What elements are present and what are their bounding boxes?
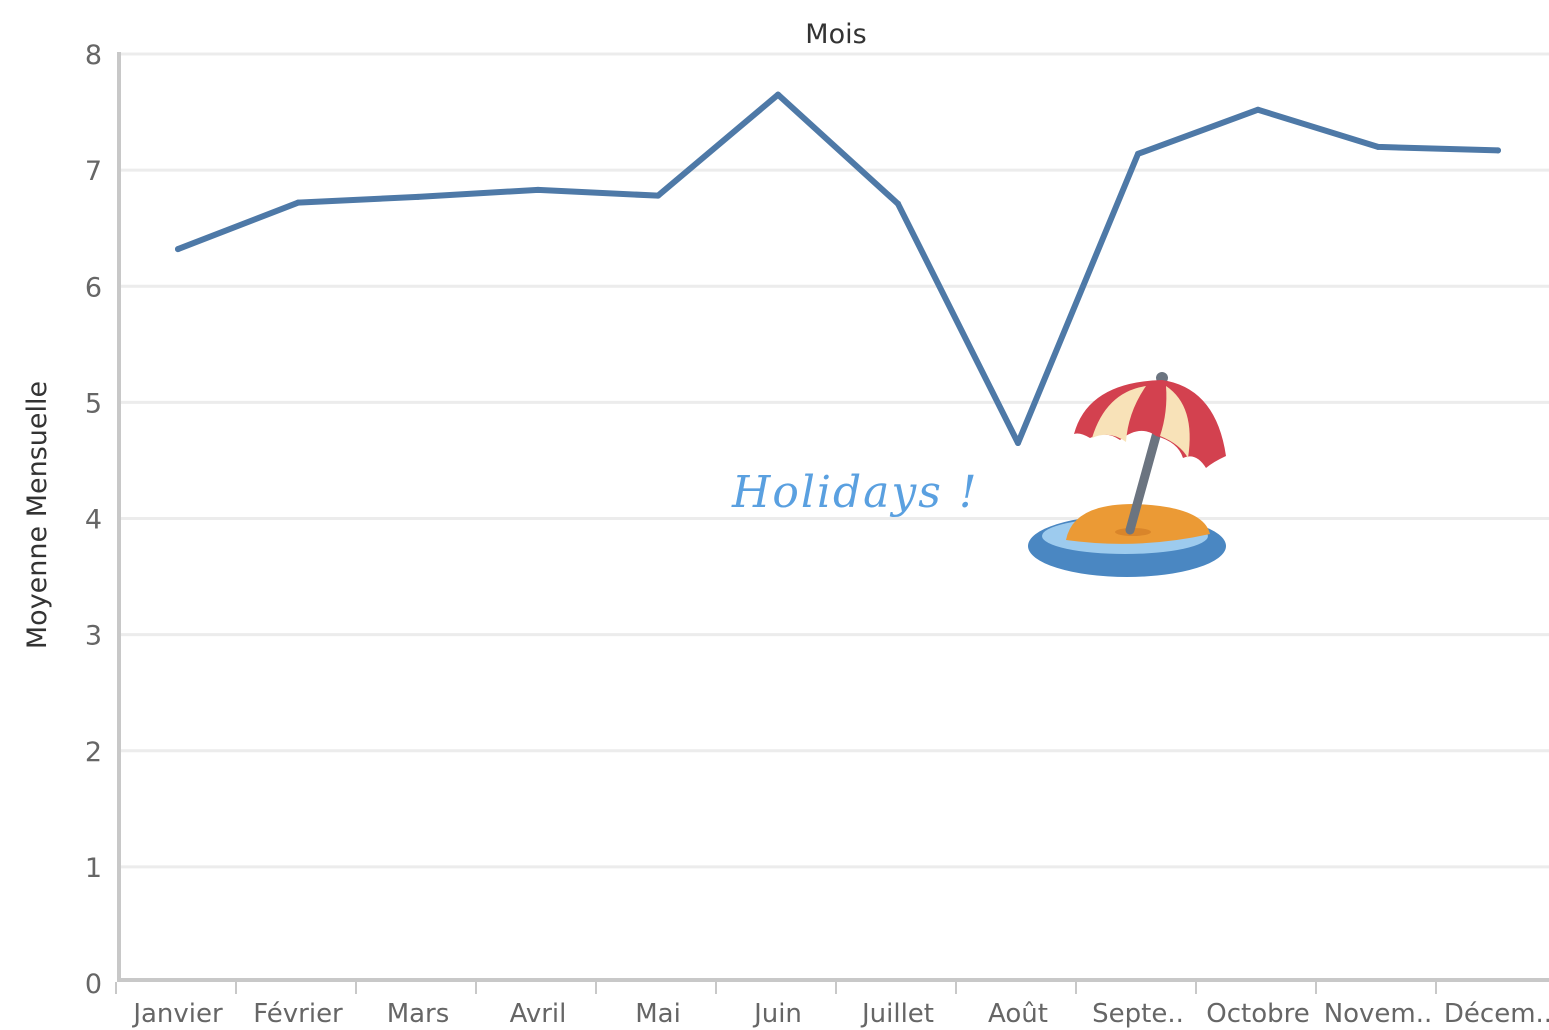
series-line [175, 91, 1501, 447]
x-tick-label: Novem.. [1324, 999, 1433, 1029]
y-tick-label: 1 [85, 853, 102, 884]
x-axis-ticks: Janvier Février Mars Avril Mai Juin Juillet Aoû… [115, 982, 1549, 1029]
x-tick-label: Juin [752, 999, 802, 1029]
y-tick-label: 0 [85, 969, 102, 1000]
x-tick-label: Décem.. [1444, 999, 1549, 1029]
x-tick-label: Avril [510, 999, 567, 1029]
x-tick-label: Février [253, 999, 343, 1029]
x-tick-label: Janvier [131, 999, 223, 1029]
y-axis-ticks: 0 1 2 3 4 5 6 7 8 [85, 40, 102, 1000]
y-tick-label: 5 [85, 388, 102, 419]
data-point [1135, 150, 1141, 157]
chart-title: Mois [805, 19, 866, 50]
series-group [175, 91, 1501, 447]
y-axis-label: Moyenne Mensuelle [22, 381, 53, 649]
data-point [415, 193, 421, 200]
x-tick-label: Août [988, 999, 1048, 1029]
data-point [175, 246, 181, 253]
axes [117, 52, 1549, 982]
data-point [535, 186, 541, 193]
x-tick-label: Septe.. [1092, 999, 1184, 1029]
data-point [1255, 106, 1261, 113]
y-tick-label: 8 [85, 40, 102, 71]
data-point [775, 91, 781, 98]
x-tick-label: Juillet [860, 999, 934, 1029]
y-tick-label: 6 [85, 272, 102, 303]
x-tick-label: Mai [635, 999, 681, 1029]
data-point [895, 200, 901, 207]
x-tick-label: Octobre [1206, 999, 1309, 1029]
y-tick-label: 3 [85, 621, 102, 652]
y-tick-label: 2 [85, 737, 102, 768]
beach-umbrella-island-icon [1028, 372, 1226, 577]
annotation-text: Holidays ! [731, 467, 979, 518]
data-point [1015, 440, 1021, 447]
annotation: Holidays ! [731, 372, 1226, 577]
x-tick-label: Mars [387, 999, 450, 1029]
y-tick-label: 7 [85, 156, 102, 187]
data-point [655, 192, 661, 199]
y-tick-label: 4 [85, 505, 102, 536]
data-point [1375, 143, 1381, 150]
data-point [1495, 147, 1501, 154]
data-point [295, 199, 301, 206]
gridlines [118, 52, 1549, 869]
